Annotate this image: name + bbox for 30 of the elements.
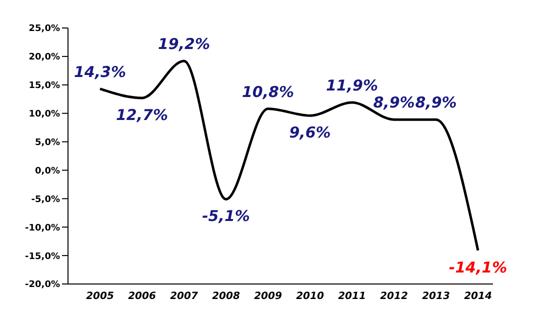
x-tick-label: 2014 xyxy=(464,291,492,302)
data-label: 14,3% xyxy=(74,62,126,81)
data-label: 11,9% xyxy=(326,76,378,95)
y-tick-label: 20,0% xyxy=(28,52,60,63)
data-label: 8,9% xyxy=(415,94,457,112)
data-label: -5,1% xyxy=(202,207,250,226)
data-label: 9,6% xyxy=(289,124,331,142)
x-tick-label: 2010 xyxy=(296,291,324,302)
data-label: 8,9% xyxy=(373,94,415,112)
x-tick-label: 2012 xyxy=(380,291,408,302)
x-tick-label: 2009 xyxy=(254,291,282,302)
y-tick-label: -5,0% xyxy=(31,194,60,205)
data-label: 19,2% xyxy=(158,34,210,53)
x-tick-label: 2006 xyxy=(128,291,156,302)
y-tick-label: 0,0% xyxy=(35,166,60,176)
x-tick-label: 2013 xyxy=(422,291,450,302)
data-label: 10,8% xyxy=(242,82,294,101)
y-tick-label: 5,0% xyxy=(35,138,60,148)
data-label: 12,7% xyxy=(116,106,168,124)
x-tick-label: 2011 xyxy=(338,291,366,302)
x-tick-label: 2008 xyxy=(212,291,240,302)
data-label: -14,1% xyxy=(448,258,508,276)
x-tick-label: 2007 xyxy=(170,291,198,302)
x-tick-label: 2005 xyxy=(86,291,114,302)
y-tick-label: -20,0% xyxy=(25,280,60,290)
y-tick-label: -10,0% xyxy=(25,223,60,234)
y-tick-label: 25,0% xyxy=(28,24,60,34)
y-tick-label: -15,0% xyxy=(25,252,60,262)
y-tick-label: 15,0% xyxy=(28,81,60,92)
y-tick-label: 10,0% xyxy=(28,110,60,120)
